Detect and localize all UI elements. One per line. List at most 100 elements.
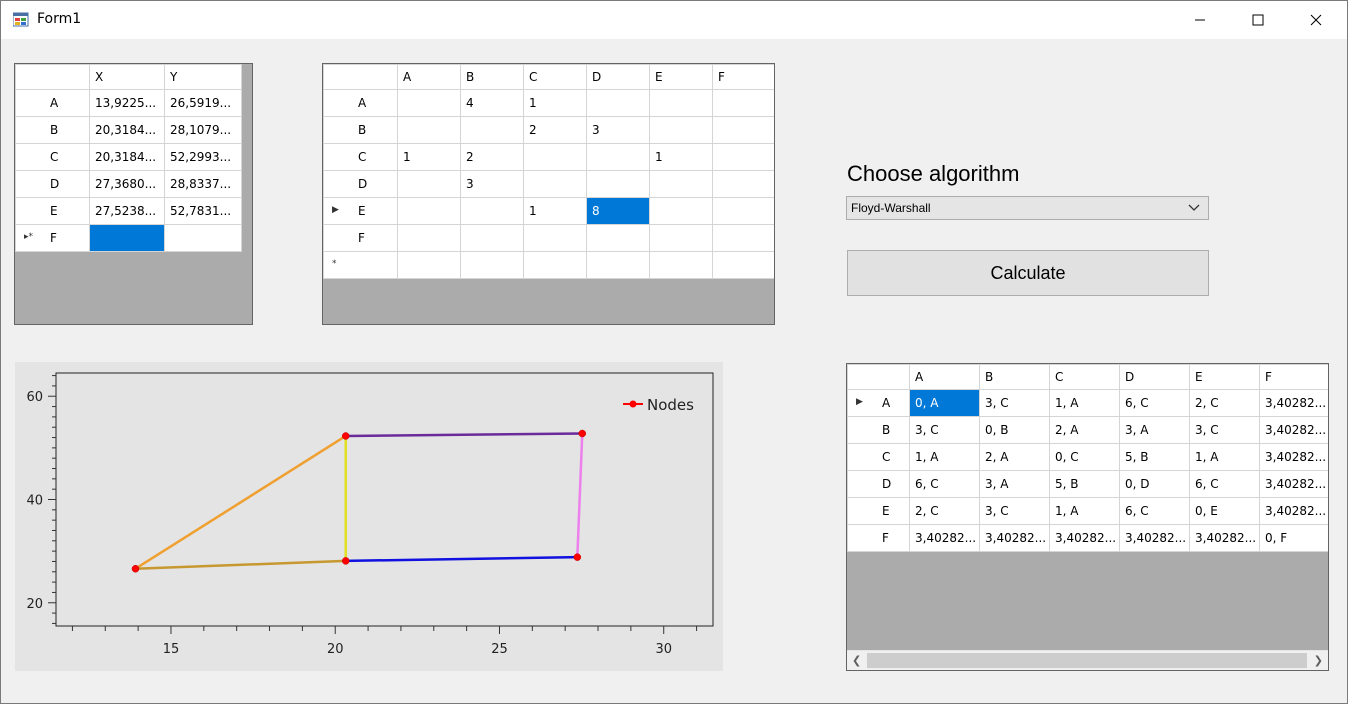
adjacency-cell[interactable] [712,89,774,117]
adjacency-cell[interactable] [523,224,587,252]
coords-cell-x[interactable]: 27,5238... [89,197,165,225]
result-cell[interactable]: 3, C [909,416,980,444]
result-cell[interactable]: 1, A [1049,389,1120,417]
coords-cell-y[interactable] [164,224,242,252]
result-cell[interactable]: 3, C [1189,416,1260,444]
adjacency-cell[interactable] [397,224,461,252]
adjacency-cell[interactable] [649,251,713,279]
result-cell[interactable]: 3,40282... [1259,470,1328,498]
adjacency-row-header[interactable]: D [323,170,398,198]
scroll-right-icon[interactable]: ❯ [1313,654,1323,667]
result-cell[interactable]: 3,40282... [1259,389,1328,417]
adjacency-cell[interactable]: 1 [649,143,713,171]
result-cell[interactable]: 6, C [1189,470,1260,498]
calculate-button[interactable]: Calculate [847,250,1209,296]
result-cell[interactable]: 0, F [1259,524,1328,552]
coords-row-header[interactable]: D [15,170,90,198]
coords-row[interactable]: A 13,9225... 26,5919... [15,89,242,117]
coords-cell-y[interactable]: 52,7831... [164,197,242,225]
result-cell[interactable]: 0, E [1189,497,1260,525]
result-col-header[interactable]: E [1189,364,1260,390]
adjacency-cell[interactable]: 8 [586,197,650,225]
adjacency-new-row-header[interactable]: * [323,251,398,279]
result-cell[interactable]: 1, A [909,443,980,471]
scrollbar-thumb[interactable] [867,653,1307,668]
coords-row-header[interactable]: B [15,116,90,144]
coords-cell-x[interactable]: 20,3184... [89,143,165,171]
adjacency-cell[interactable]: 3 [460,170,524,198]
adjacency-cell[interactable]: 1 [523,89,587,117]
result-cell[interactable]: 3,40282... [1259,443,1328,471]
adjacency-cell[interactable] [460,251,524,279]
result-cell[interactable]: 3, A [979,470,1050,498]
adjacency-cell[interactable] [523,251,587,279]
adjacency-cell[interactable] [712,251,774,279]
result-row-header[interactable]: E [847,497,910,525]
adjacency-cell[interactable] [649,116,713,144]
adjacency-row-header[interactable]: C [323,143,398,171]
result-cell[interactable]: 3,40282... [1259,497,1328,525]
coords-row[interactable]: D 27,3680... 28,8337... [15,170,242,198]
adjacency-cell[interactable] [649,170,713,198]
result-cell[interactable]: 0, B [979,416,1050,444]
coords-row-header[interactable]: A [15,89,90,117]
coords-row-header[interactable]: C [15,143,90,171]
coords-cell-x[interactable] [89,224,165,252]
adjacency-row[interactable]: ▶ E 1 8 [323,197,774,225]
coords-row[interactable]: E 27,5238... 52,7831... [15,197,242,225]
adjacency-cell[interactable] [460,197,524,225]
adjacency-row-header[interactable]: B [323,116,398,144]
result-row[interactable]: ▶ A 0, A 3, C 1, A 6, C 2, C 3,40282... [847,389,1328,417]
adjacency-cell[interactable]: 2 [523,116,587,144]
result-cell[interactable]: 0, A [909,389,980,417]
adjacency-cell[interactable] [586,170,650,198]
adjacency-cell[interactable]: 4 [460,89,524,117]
result-col-header[interactable]: A [909,364,980,390]
adjacency-cell[interactable] [523,170,587,198]
result-cell[interactable]: 3, C [979,389,1050,417]
result-row-header[interactable]: B [847,416,910,444]
result-cell[interactable]: 0, C [1049,443,1120,471]
result-cell[interactable]: 1, A [1049,497,1120,525]
coords-row[interactable]: B 20,3184... 28,1079... [15,116,242,144]
result-cell[interactable]: 5, B [1119,443,1190,471]
adjacency-cell[interactable] [712,116,774,144]
adjacency-cell[interactable] [397,116,461,144]
adjacency-col-header[interactable]: F [712,64,774,90]
adjacency-cell[interactable] [523,143,587,171]
adjacency-cell[interactable] [649,197,713,225]
adjacency-row-header[interactable]: ▶ E [323,197,398,225]
result-cell[interactable]: 1, A [1189,443,1260,471]
adjacency-cell[interactable] [586,251,650,279]
adjacency-cell[interactable] [649,89,713,117]
adjacency-row-header[interactable]: A [323,89,398,117]
adjacency-cell[interactable] [460,224,524,252]
result-cell[interactable]: 0, D [1119,470,1190,498]
maximize-button[interactable] [1235,1,1281,39]
adjacency-cell[interactable] [397,89,461,117]
result-row[interactable]: D 6, C 3, A 5, B 0, D 6, C 3,40282... [847,470,1328,498]
algorithm-select[interactable]: Floyd-Warshall [846,196,1209,220]
result-row-header[interactable]: F [847,524,910,552]
adjacency-cell[interactable] [586,143,650,171]
result-cell[interactable]: 2, C [1189,389,1260,417]
coords-cell-y[interactable]: 26,5919... [164,89,242,117]
result-cell[interactable]: 2, A [979,443,1050,471]
coords-col-header-x[interactable]: X [89,64,165,90]
adjacency-cell[interactable] [712,197,774,225]
result-cell[interactable]: 2, A [1049,416,1120,444]
scroll-left-icon[interactable]: ❮ [852,654,862,667]
coords-row-header[interactable]: E [15,197,90,225]
adjacency-cell[interactable] [712,143,774,171]
result-row-header[interactable]: D [847,470,910,498]
adjacency-col-header[interactable]: D [586,64,650,90]
result-cell[interactable]: 6, C [1119,389,1190,417]
adjacency-cell[interactable] [586,89,650,117]
adjacency-cell[interactable] [649,224,713,252]
result-cell[interactable]: 3,40282... [1049,524,1120,552]
result-row-header[interactable]: C [847,443,910,471]
